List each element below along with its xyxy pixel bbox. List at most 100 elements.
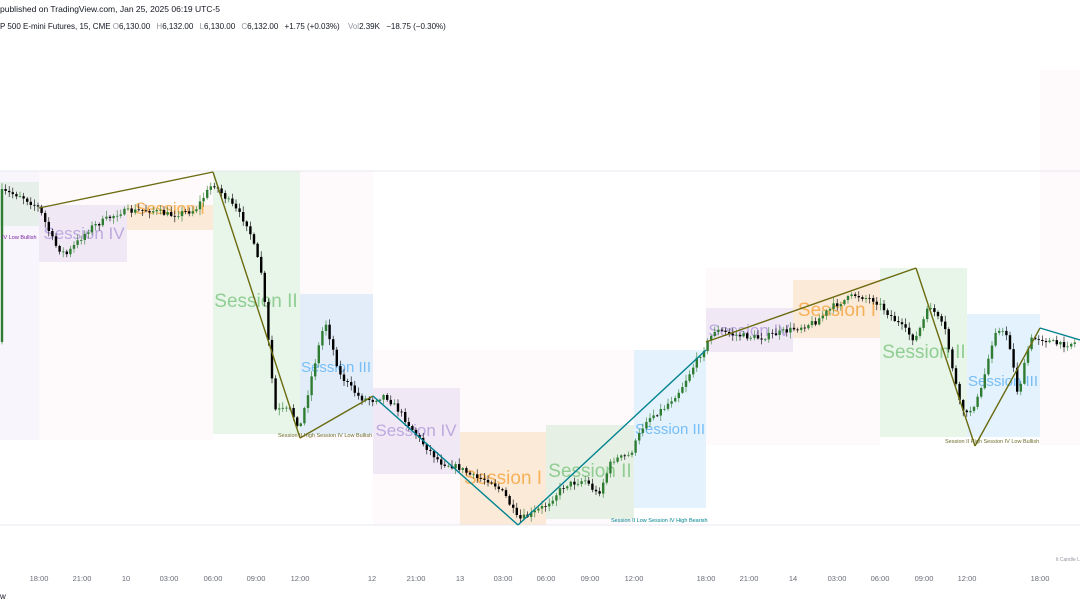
candle-body-2 [8,190,11,193]
candles [0,182,1076,524]
volume-change: −18.75 (−0.30%) [386,22,446,31]
candle-body-16 [58,246,61,252]
candle-body-47 [170,212,173,216]
candle-body-144 [519,515,522,519]
candle-body-199 [717,329,720,332]
candle-body-79 [285,407,288,409]
volume-value: 2.39K [359,22,380,31]
candle-body-75 [270,339,274,379]
candle-body-71 [256,243,259,257]
candle-body-83 [299,423,302,426]
candle-body-184 [663,408,666,410]
candle-body-155 [558,488,562,496]
open-key: O [112,22,120,31]
zigzag-segment-7 [974,327,1041,447]
candle-body-134 [483,478,486,480]
candle-body-150 [540,506,544,509]
low-value: 6,130.00 [204,22,236,31]
candle-body-187 [674,398,677,402]
footer-text: w [0,592,6,601]
candle-body-13 [47,221,50,231]
candle-body-104 [375,400,378,402]
candle-body-78 [281,407,284,409]
candle-body-208 [749,337,752,339]
candle-body-20 [72,245,76,249]
candle-body-85 [306,395,310,408]
candle-body-231 [832,303,835,309]
candle-body-237 [854,294,857,296]
candle-body-88 [317,345,320,364]
annotation-1: Session II High Session IV Low Bullish [278,433,372,439]
candle-body-202 [728,331,731,334]
candle-body-28 [101,218,104,226]
candle-body-35 [126,208,130,210]
candle-body-46 [166,212,169,215]
candle-body-244 [879,303,882,305]
candle-body-50 [180,211,184,217]
session-box-6 [546,425,634,519]
candle-body-49 [177,216,180,217]
candle-body-293 [1055,340,1058,345]
candle-body-265 [954,368,958,384]
candle-body-81 [292,408,295,418]
x-axis: 18:00 21:00 10 03:00 06:00 09:00 12:00 12 21:00 1… [30,574,1050,583]
candle-body-67 [242,212,245,222]
candle-body-27 [98,224,101,226]
candle-body-99 [357,392,360,396]
candle-body-113 [407,422,410,426]
candle-body-105 [378,399,382,401]
candle-body-278 [1001,330,1004,332]
candle-body-269 [969,410,972,413]
x-tick-label-8: 21:00 [407,574,426,583]
candle-body-66 [238,208,241,212]
change-value: +1.75 (+0.03%) [284,22,340,31]
candle-body-145 [522,514,526,519]
x-tick-label-1: 21:00 [73,574,92,583]
zigzag-segment-6 [915,267,976,447]
candle-body-297 [1070,343,1073,347]
candle-body-294 [1059,342,1062,345]
candle-body-270 [972,406,976,411]
candle-body-218 [785,329,788,333]
candle-body-236 [850,294,853,296]
candle-body-276 [994,332,997,346]
candle-body-133 [479,478,482,479]
candle-body-248 [893,315,896,321]
candle-body-238 [857,296,860,298]
candle-body-172 [620,455,623,458]
candle-body-121 [436,457,439,460]
annotation-2: Session II Low Session IV High Bearish [611,518,708,524]
candle-body-9 [33,204,36,206]
candle-body-68 [245,221,248,227]
candle-body-246 [886,310,889,315]
annotation-3: Session II High Session IV Low Bullish [945,439,1039,445]
session-box-1 [127,205,213,230]
indicator-watermark: lt Candle L [1056,557,1080,563]
session-bg-1 [39,171,213,440]
candle-body-100 [360,395,364,401]
candle-body-292 [1052,340,1055,341]
x-tick-label-0: 18:00 [30,574,49,583]
candle-body-204 [735,334,738,336]
candle-body-92 [332,339,335,350]
candle-body-232 [836,303,839,307]
candle-body-260 [936,312,940,317]
candle-body-205 [738,334,742,337]
candle-body-251 [904,324,907,328]
candle-body-21 [76,240,79,245]
symbol-name[interactable]: P 500 E-mini Futures, 15, CME [0,22,111,31]
candle-body-178 [641,428,644,433]
candle-body-281 [1012,349,1015,368]
candle-body-177 [638,433,641,441]
candle-body-152 [548,503,551,507]
candle-body-296 [1066,346,1069,348]
zigzag-segment-0 [38,171,214,209]
candle-body-140 [504,490,508,496]
candle-body-252 [908,327,911,335]
session-label-11: Session III [968,373,1038,390]
candle-body-143 [515,507,518,515]
candle-body-23 [83,233,86,240]
published-line: published on TradingView.com, Jan 25, 20… [0,4,221,14]
candle-body-247 [890,315,893,316]
